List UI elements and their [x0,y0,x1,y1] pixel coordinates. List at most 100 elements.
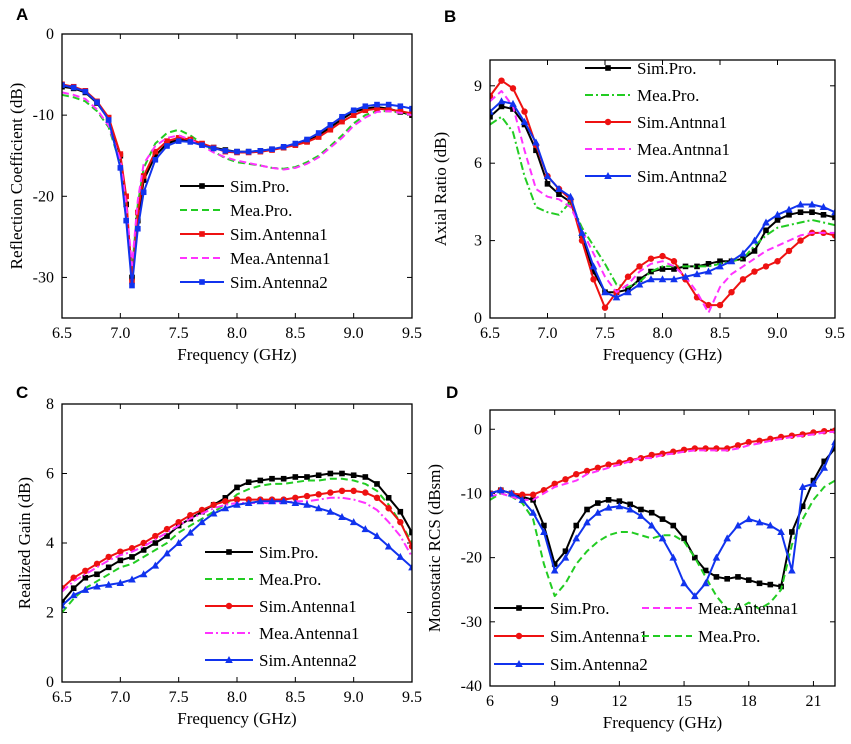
legend-marker [199,183,205,189]
series-line-mea-antnna1 [490,90,835,314]
data-point [635,280,644,288]
data-point [648,451,655,459]
data-point [210,501,217,508]
data-point [583,518,591,526]
data-point [198,506,206,514]
data-point [397,508,404,515]
data-point [304,474,310,480]
legend-label: Mea.Pro. [230,201,292,220]
x-tick-label: 8.5 [710,325,730,342]
data-point [705,261,712,267]
data-point [550,566,559,574]
series-line-sim-antenna1 [490,429,835,496]
data-point [529,508,537,516]
data-point [385,101,392,108]
data-point [735,574,741,580]
data-point [658,275,667,283]
data-point [408,563,412,571]
data-point [739,276,747,283]
data-point [221,504,230,512]
data-point [326,507,335,515]
panel-letter: C [16,383,28,402]
y-tick-label: 9 [474,78,482,95]
data-point [669,553,678,561]
data-point [637,511,645,519]
legend-label: Sim.Antenna1 [259,597,357,616]
x-tick-label: 9.5 [402,689,422,706]
data-point [315,472,322,479]
y-tick-label: 3 [474,233,482,250]
legend-marker [515,660,523,667]
y-tick-label: 0 [474,421,482,438]
x-tick-label: 7.0 [110,325,130,342]
data-point [123,193,129,200]
data-point [362,107,369,114]
data-point [327,470,334,477]
data-point [589,262,598,270]
data-point [694,263,700,270]
data-point [832,445,835,452]
data-point [556,191,562,197]
data-point [636,263,643,270]
data-point [139,570,148,578]
legend-label: Sim.Antnna1 [637,113,727,132]
data-point [659,266,666,272]
data-point [532,138,540,146]
y-axis-label: Monostatic RCS (dBsm) [425,464,444,632]
data-point [750,236,759,244]
y-tick-label: 0 [46,674,54,691]
data-point [315,134,322,140]
data-point [774,258,781,265]
data-point [244,499,253,507]
data-point [338,487,346,495]
data-point [740,255,746,262]
x-axis-label: Frequency (GHz) [603,345,722,364]
y-tick-label: 8 [46,396,54,413]
data-point [361,525,370,533]
data-point [716,301,724,309]
series-line-mea-pro- [62,477,412,614]
x-tick-label: 7.5 [595,325,615,342]
data-point [624,288,632,296]
panel-b: B 6.5 7.0 7.5 8.0 8.5 9.0 9.5 0 3 6 9 Frequency (GHz… [431,7,845,364]
legend-marker [516,605,522,611]
data-point [268,497,276,505]
y-axis-label: Reflection Coefficient (dB) [7,83,26,270]
data-point [799,503,806,510]
data-point [788,566,796,574]
data-point [744,515,753,523]
y-tick-label: 4 [46,535,54,552]
x-tick-label: 8.0 [227,689,247,706]
data-point [751,248,758,254]
data-point [751,268,758,275]
data-point [734,521,742,529]
data-point [659,516,666,522]
data-point [105,553,112,561]
data-point [234,484,240,491]
y-tick-label: 6 [474,155,482,172]
x-tick-label: 8.0 [653,325,673,342]
data-point [62,599,65,605]
y-axis-label: Realized Gain (dB) [15,477,34,609]
data-point [612,293,621,301]
legend-label: Sim.Antenna2 [230,273,328,292]
data-point [584,506,590,513]
data-point [745,577,752,583]
data-point [785,205,793,213]
data-point [693,270,701,278]
data-point [175,135,182,141]
data-point [595,500,601,506]
data-point [498,77,505,84]
data-point [497,97,506,105]
data-point [269,146,275,153]
data-point [670,522,677,529]
data-point [533,147,539,154]
data-point [373,494,381,502]
data-point [763,227,769,234]
data-point [832,214,835,221]
data-point [767,581,774,588]
panel-letter: A [16,5,28,24]
data-point [627,501,633,508]
data-point [164,138,170,144]
legend: Sim.Pro. Mea.Antenna1 Sim.Antenna1 Mea.Pro.… [494,599,799,674]
